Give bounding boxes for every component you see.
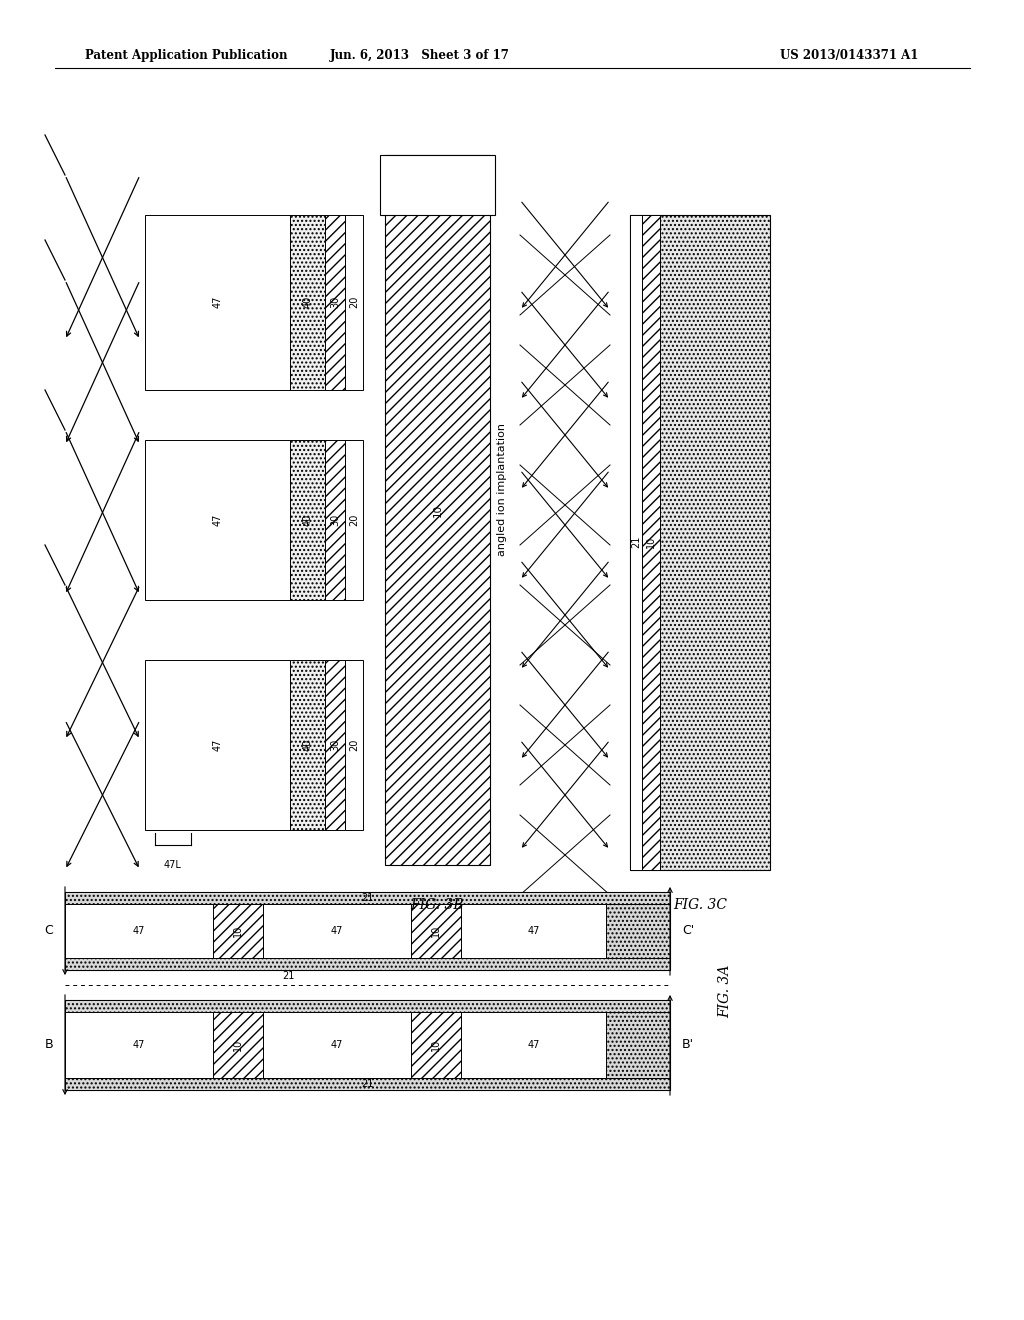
- Text: 10: 10: [431, 925, 441, 937]
- Text: 20: 20: [349, 513, 359, 527]
- Text: 30: 30: [330, 513, 340, 527]
- Text: 47: 47: [213, 739, 222, 751]
- Bar: [345, 660, 362, 830]
- Bar: [290, 215, 325, 389]
- Text: 47: 47: [331, 1040, 343, 1049]
- Bar: [290, 440, 325, 601]
- Bar: [263, 904, 411, 958]
- Text: 47: 47: [133, 927, 145, 936]
- Text: 10: 10: [233, 925, 243, 937]
- Text: C: C: [44, 924, 53, 937]
- Text: 47: 47: [213, 296, 222, 308]
- Bar: [380, 154, 495, 215]
- Bar: [65, 1078, 670, 1090]
- Text: 21: 21: [631, 536, 641, 548]
- Bar: [213, 1012, 263, 1078]
- Text: C': C': [682, 924, 694, 937]
- Bar: [290, 660, 325, 830]
- Text: 30: 30: [330, 296, 340, 308]
- Text: 20: 20: [349, 739, 359, 751]
- Bar: [385, 154, 490, 865]
- Text: 47: 47: [331, 927, 343, 936]
- Bar: [411, 904, 461, 958]
- Text: 10: 10: [646, 536, 656, 548]
- Bar: [65, 1001, 670, 1012]
- Text: 10: 10: [432, 503, 442, 516]
- Text: Jun. 6, 2013   Sheet 3 of 17: Jun. 6, 2013 Sheet 3 of 17: [330, 49, 510, 62]
- Text: US 2013/0143371 A1: US 2013/0143371 A1: [780, 49, 919, 62]
- Bar: [325, 660, 345, 830]
- Text: 20: 20: [349, 296, 359, 308]
- Bar: [65, 958, 670, 970]
- Text: 47L: 47L: [164, 861, 182, 870]
- Text: B: B: [44, 1039, 53, 1052]
- Text: 47: 47: [527, 927, 540, 936]
- Bar: [145, 215, 290, 389]
- Bar: [65, 892, 670, 904]
- Text: Patent Application Publication: Patent Application Publication: [85, 49, 288, 62]
- Text: 30: 30: [330, 739, 340, 751]
- Bar: [65, 1001, 670, 1090]
- Bar: [65, 1012, 213, 1078]
- Text: 21: 21: [361, 894, 374, 903]
- Text: 47: 47: [133, 1040, 145, 1049]
- Text: B': B': [682, 1039, 694, 1052]
- Text: 40: 40: [302, 513, 312, 527]
- Bar: [461, 904, 606, 958]
- Bar: [630, 215, 770, 870]
- Text: 40: 40: [302, 296, 312, 308]
- Bar: [630, 215, 642, 870]
- Bar: [145, 660, 290, 830]
- Bar: [411, 1012, 461, 1078]
- Bar: [345, 440, 362, 601]
- Bar: [263, 1012, 411, 1078]
- Text: 40: 40: [302, 739, 312, 751]
- Text: FIG. 3A: FIG. 3A: [718, 965, 732, 1018]
- Text: 21: 21: [283, 972, 295, 981]
- Text: angled ion implantation: angled ion implantation: [497, 424, 507, 557]
- Bar: [325, 215, 345, 389]
- Bar: [213, 904, 263, 958]
- Text: FIG. 3C: FIG. 3C: [673, 898, 727, 912]
- Text: FIG. 3B: FIG. 3B: [411, 898, 464, 912]
- Bar: [65, 904, 213, 958]
- Bar: [65, 892, 670, 970]
- Bar: [642, 215, 660, 870]
- Text: 47: 47: [213, 513, 222, 527]
- Text: 10: 10: [431, 1039, 441, 1051]
- Text: 47: 47: [527, 1040, 540, 1049]
- Bar: [325, 440, 345, 601]
- Bar: [345, 215, 362, 389]
- Text: 10: 10: [233, 1039, 243, 1051]
- Bar: [461, 1012, 606, 1078]
- Bar: [145, 440, 290, 601]
- Text: 21: 21: [361, 1078, 374, 1089]
